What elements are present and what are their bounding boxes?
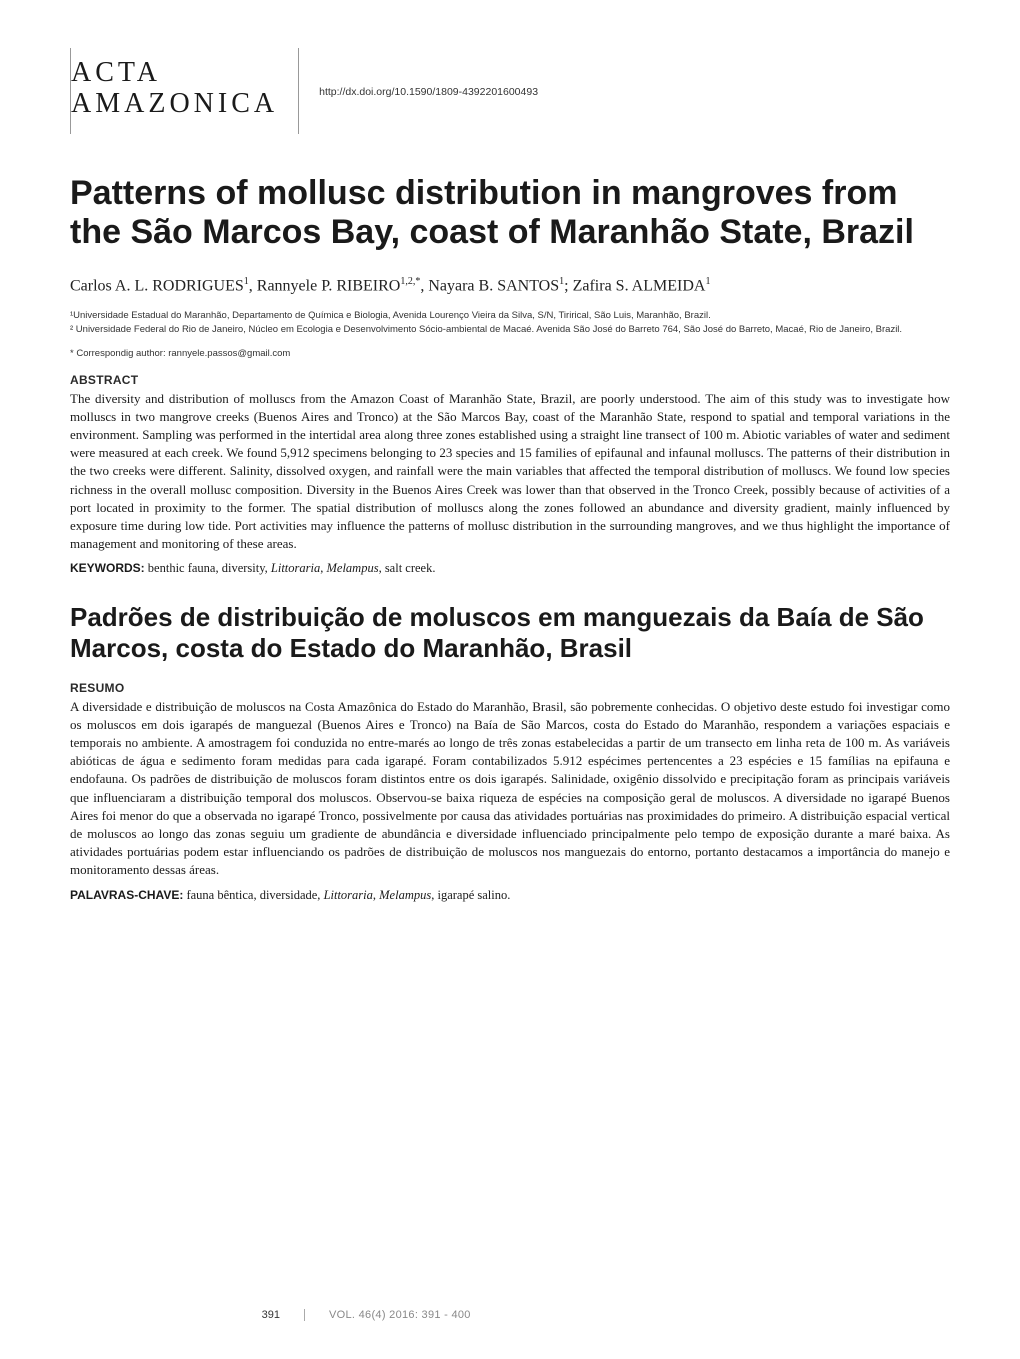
journal-line2: AMAZONICA <box>71 89 278 120</box>
resumo-label: RESUMO <box>70 681 950 695</box>
corresponding-author: * Correspondig author: rannyele.passos@g… <box>70 348 950 359</box>
keywords-label: KEYWORDS: <box>70 561 145 575</box>
authors-line: Carlos A. L. RODRIGUES1, Rannyele P. RIB… <box>70 276 950 295</box>
abstract-label: ABSTRACT <box>70 373 950 387</box>
palavras-label: PALAVRAS-CHAVE: <box>70 888 183 902</box>
doi-url: http://dx.doi.org/10.1590/1809-439220160… <box>299 48 538 98</box>
affiliation-2: ² Universidade Federal do Rio de Janeiro… <box>70 323 950 337</box>
article-title-pt: Padrões de distribuição de moluscos em m… <box>70 602 950 664</box>
journal-line1: ACTA <box>71 58 278 89</box>
affiliations-block: ¹Universidade Estadual do Maranhão, Depa… <box>70 309 950 338</box>
article-title-en: Patterns of mollusc distribution in mang… <box>70 174 950 252</box>
journal-logo: ACTA AMAZONICA <box>71 48 299 134</box>
keywords-text: benthic fauna, diversity, Littoraria, Me… <box>145 561 436 575</box>
page-footer: 391 VOL. 46(4) 2016: 391 - 400 <box>70 1309 950 1321</box>
palavras-line: PALAVRAS-CHAVE: fauna bêntica, diversida… <box>70 888 950 903</box>
page-number: 391 <box>70 1309 305 1321</box>
palavras-text: fauna bêntica, diversidade, Littoraria, … <box>183 888 510 902</box>
page-header: ACTA AMAZONICA http://dx.doi.org/10.1590… <box>70 48 950 134</box>
keywords-line: KEYWORDS: benthic fauna, diversity, Litt… <box>70 561 950 576</box>
abstract-body: The diversity and distribution of mollus… <box>70 390 950 554</box>
affiliation-1: ¹Universidade Estadual do Maranhão, Depa… <box>70 309 950 323</box>
volume-info: VOL. 46(4) 2016: 391 - 400 <box>305 1309 471 1321</box>
resumo-body: A diversidade e distribuição de moluscos… <box>70 698 950 880</box>
